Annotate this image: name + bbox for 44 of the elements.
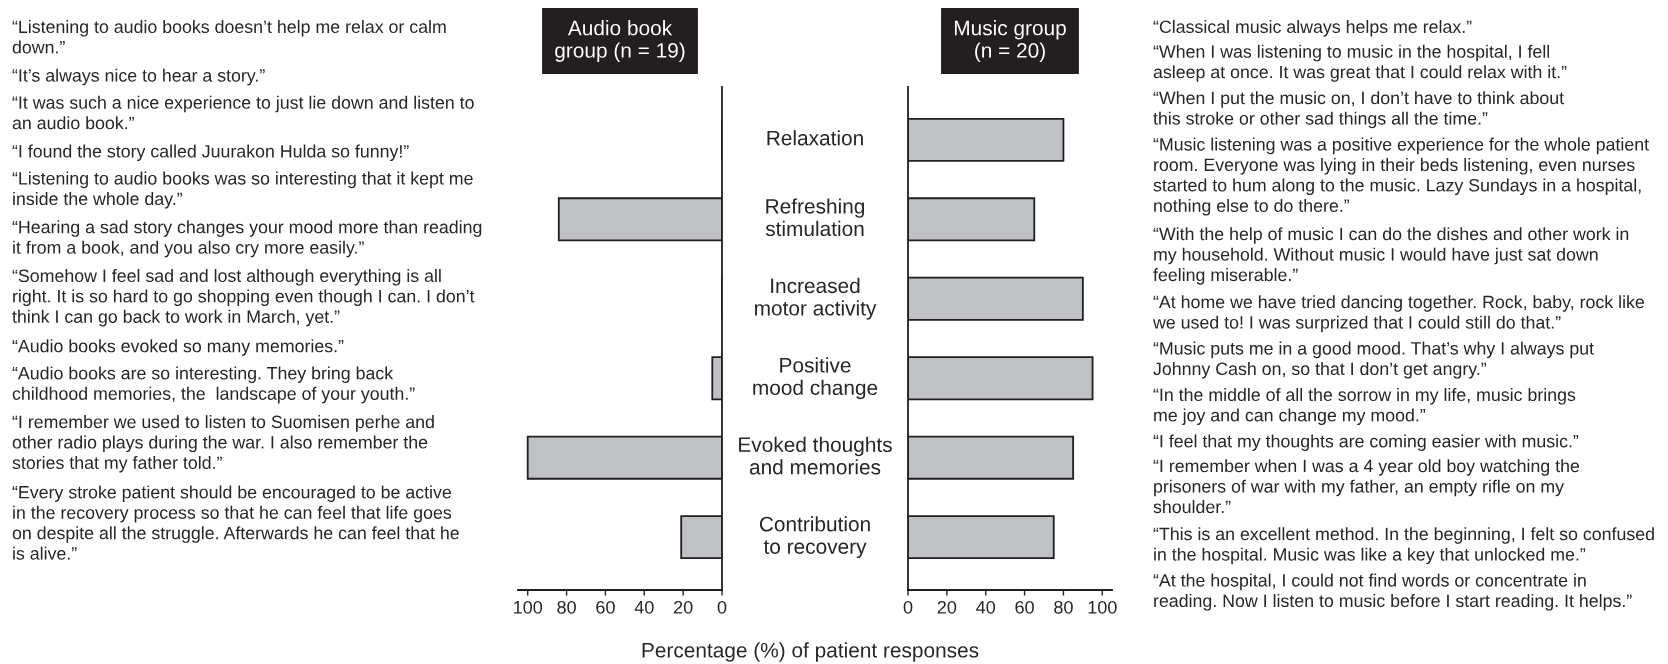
text: “Somehow I feel sad and lost although everything is all right. It is so hard to go shopping even though I can. I don’t think I can go back to work in March, yet.”: [12, 269, 475, 327]
y-tick-label: Evoked thoughts and memories: [739, 436, 892, 475]
text: “Music puts me in a good mood. That’s why I always put Johnny Cash on, so that I don’t get angry.”: [1153, 341, 1594, 379]
text: “Listening to audio books doesn’t help me relax or calm down.”: [12, 20, 446, 54]
x-tick-label: 20: [937, 600, 957, 614]
text: “When I was listening to music in the hospital, I fell asleep at once. It was great that I could relax with it.”: [1153, 44, 1567, 82]
y-tick-label: Refreshing stimulation: [765, 198, 865, 237]
text: “At home we have tried dancing together. Rock, baby, rock like we used to! I was surprized that I could still do that.”: [1152, 295, 1644, 333]
chart-title: Music group (n = 20): [954, 20, 1066, 62]
text: “Audio books evoked so many memories.”: [12, 339, 344, 356]
x-tick-label: 20: [674, 600, 693, 614]
y-tick-label: Positive mood change: [753, 357, 878, 400]
text: “I feel that my thoughts are coming easier with music.”: [1153, 434, 1579, 451]
text: “This is an excellent method. In the beginning, I felt so confused in the hospital. Music was like a key that unlocked me.”: [1153, 527, 1654, 565]
x-tick-label: 80: [557, 600, 576, 614]
text: “In the middle of all the sorrow in my life, music brings me joy and can change my mood.”: [1153, 388, 1576, 426]
x-tick-label: 0: [717, 600, 727, 614]
text: “Every stroke patient should be encouraged to be active in the recovery process so that he can feel that life goes on despite all the struggle. Afterwards he can feel that he is alive.”: [12, 485, 459, 560]
text: “It was such a nice experience to just lie down and listen to an audio book.”: [12, 95, 474, 130]
text: “Audio books are so interesting. They bring back childhood memories, the landscape of your youth.”: [12, 366, 415, 404]
x-tick-label: 40: [634, 600, 654, 614]
text: “Listening to audio books was so interesting that it kept me inside the whole day.”: [12, 171, 473, 209]
chart-title: Audio book group (n = 19): [555, 20, 685, 62]
text: “It’s always nice to hear a story.”: [12, 68, 265, 86]
text: “Hearing a sad story changes your mood more than reading it from a book, and you also cry more easily.”: [12, 220, 482, 258]
text: “With the help of music I can do the dishes and other work in my household. Without music I would have just sat down feeling miserable.”: [1153, 227, 1629, 285]
x-axis-title: Percentage (%) of patient responses: [642, 642, 979, 662]
x-tick-label: 40: [976, 600, 996, 614]
y-tick-label: Relaxation: [767, 130, 863, 146]
y-tick-label: Increased motor activity: [755, 277, 877, 320]
x-tick-label: 60: [596, 600, 615, 614]
text: “Music listening was a positive experience for the whole patient room. Everyone was lying in their beds listening, even nurses started to hum along to the music. Lazy Sundays in a hospital, nothing else to do there.”: [1153, 137, 1649, 216]
text: “I remember when I was a 4 year old boy watching the prisoners of war with my father, an empty rifle on my shoulder.”: [1153, 459, 1580, 514]
x-tick-label: 80: [1054, 600, 1073, 614]
text: “When I put the music on, I don’t have to think about this stroke or other sad things all the time.”: [1153, 91, 1564, 129]
text: “I remember we used to listen to Suomisen perhe and other radio plays during the war. I also remember the stories that my father told.”: [12, 415, 434, 473]
x-tick-label: 60: [1015, 600, 1034, 614]
x-tick-label: 100: [514, 600, 543, 614]
x-tick-label: 100: [1088, 600, 1117, 614]
text: “At the hospital, I could not find words or concentrate in reading. Now I listen to music before I start reading. It helps.”: [1153, 573, 1632, 611]
y-tick-label: Contribution to recovery: [759, 516, 870, 559]
text: “I found the story called Juurakon Hulda so funny!”: [12, 144, 409, 162]
text: “Classical music always helps me relax.”: [1153, 20, 1472, 37]
x-tick-label: 0: [903, 600, 913, 614]
